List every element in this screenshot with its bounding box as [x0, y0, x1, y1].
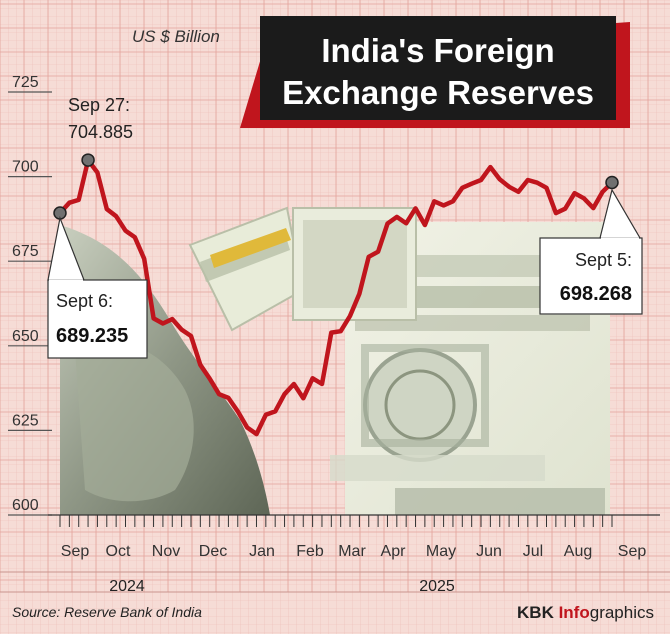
- title-line-2: Exchange Reserves: [282, 74, 594, 111]
- source-note: Source: Reserve Bank of India: [12, 604, 202, 620]
- brand-logo: KBK Infographics: [517, 603, 654, 622]
- y-axis: 600 625 650 675 700 725: [8, 74, 52, 516]
- x-tick-label-mar-2025: Mar: [338, 543, 366, 560]
- x-tick-label-oct-2024: Oct: [106, 543, 131, 560]
- y-tick-label: 600: [12, 497, 39, 514]
- annotation-end-value: 698.268: [560, 283, 632, 305]
- annotation-start-label: Sept 6:: [56, 291, 113, 311]
- x-tick-label-jul-2025: Jul: [523, 543, 543, 560]
- annotation-peak: Sep 27: 704.885: [68, 95, 133, 142]
- unit-label: US $ Billion: [132, 27, 220, 46]
- y-tick-label: 700: [12, 159, 39, 176]
- y-tick-label: 650: [12, 328, 39, 345]
- point-peak: [81, 153, 95, 167]
- x-tick-label-apr-2025: Apr: [381, 543, 407, 560]
- annotations: Sept 6: 689.235 Sep 27: 704.885 Sept 5: …: [47, 95, 643, 359]
- y-tick-label: 625: [12, 412, 39, 429]
- x-tick-label-jun-2025: Jun: [476, 543, 502, 560]
- annotation-start-value: 689.235: [56, 325, 128, 347]
- annotation-start: Sept 6: 689.235: [47, 215, 148, 359]
- annotation-end: Sept 5: 698.268: [539, 188, 643, 315]
- point-end: [605, 175, 619, 190]
- annotation-peak-label: Sep 27:: [68, 95, 130, 115]
- x-tick-label-feb-2025: Feb: [296, 543, 324, 560]
- brand-kbk: KBK: [517, 603, 559, 622]
- y-tick-label: 675: [12, 243, 39, 260]
- x-tick-label-sep-2025: Sep: [618, 543, 647, 560]
- series-line: [57, 157, 615, 437]
- x-tick-label-dec-2024: Dec: [199, 543, 227, 560]
- x-tick-label-sep-2024: Sep: [61, 543, 90, 560]
- title-line-1: India's Foreign: [321, 32, 554, 69]
- rubber-band: [210, 228, 291, 268]
- x-tick-label-may-2025: May: [426, 543, 456, 560]
- x-tick-label-nov-2024: Nov: [152, 543, 180, 560]
- year-label-2025: 2025: [419, 578, 455, 595]
- x-tick-label-jan-2025: Jan: [249, 543, 275, 560]
- brand-graphics: graphics: [590, 603, 654, 622]
- annotation-peak-value: 704.885: [68, 122, 133, 142]
- brand-info: Info: [559, 603, 590, 622]
- title-block: India's Foreign Exchange Reserves: [240, 16, 630, 128]
- x-tick-label-aug-2025: Aug: [564, 543, 592, 560]
- annotation-end-label: Sept 5:: [575, 250, 632, 270]
- year-label-2024: 2024: [109, 578, 145, 595]
- title-box: [260, 16, 616, 120]
- y-tick-label: 725: [12, 74, 39, 91]
- x-axis: Sep Oct Nov Dec Jan Feb Mar Apr May Jun Jul Aug Sep 2…: [0, 514, 670, 595]
